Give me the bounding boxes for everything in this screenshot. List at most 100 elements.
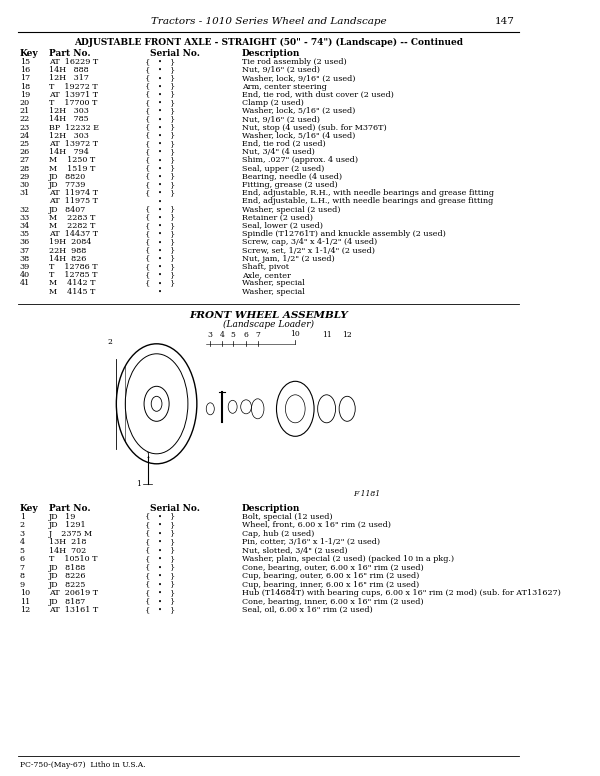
Text: •: • [158, 238, 162, 247]
Text: 25: 25 [20, 140, 30, 148]
Text: Seal, lower (2 used): Seal, lower (2 used) [242, 222, 323, 230]
Text: }: } [170, 556, 175, 563]
Text: }: } [170, 132, 175, 140]
Text: }: } [170, 148, 175, 156]
Text: {: { [145, 556, 151, 563]
Text: •: • [158, 606, 162, 615]
Text: •: • [158, 173, 162, 181]
Text: End, adjustable, L.H., with needle bearings and grease fitting: End, adjustable, L.H., with needle beari… [242, 197, 493, 206]
Text: }: } [170, 539, 175, 546]
Text: JD   8226: JD 8226 [49, 572, 87, 580]
Text: 12H   303: 12H 303 [49, 132, 89, 140]
Text: }: } [170, 107, 175, 115]
Text: {: { [145, 530, 151, 538]
Text: {: { [145, 580, 151, 589]
Text: }: } [170, 157, 175, 165]
Text: •: • [158, 263, 162, 271]
Text: 22: 22 [20, 116, 30, 123]
Text: 39: 39 [20, 263, 30, 271]
Text: 18: 18 [20, 82, 30, 91]
Text: M    2283 T: M 2283 T [49, 214, 95, 222]
Text: {: { [145, 58, 151, 66]
Text: {: { [145, 589, 151, 598]
Text: Tie rod assembly (2 used): Tie rod assembly (2 used) [242, 58, 346, 66]
Text: 33: 33 [20, 214, 30, 222]
Text: }: } [170, 606, 175, 615]
Text: ADJUSTABLE FRONT AXLE - STRAIGHT (50" - 74") (Landscape) -- Continued: ADJUSTABLE FRONT AXLE - STRAIGHT (50" - … [74, 37, 463, 47]
Text: 8: 8 [20, 572, 25, 580]
Text: M    1250 T: M 1250 T [49, 157, 95, 165]
Text: M    4142 T: M 4142 T [49, 279, 96, 287]
Text: 6: 6 [244, 331, 248, 339]
Text: }: } [170, 513, 175, 521]
Text: 12: 12 [343, 331, 352, 339]
Text: 10: 10 [290, 330, 300, 338]
Text: 19H  2084: 19H 2084 [49, 238, 92, 247]
Text: •: • [158, 279, 162, 287]
Text: •: • [158, 165, 162, 172]
Text: Seal, oil, 6.00 x 16" rim (2 used): Seal, oil, 6.00 x 16" rim (2 used) [242, 606, 373, 615]
Text: }: } [170, 91, 175, 99]
Text: 31: 31 [20, 189, 30, 197]
Text: }: } [170, 598, 175, 606]
Text: T    10510 T: T 10510 T [49, 556, 98, 563]
Text: T    17700 T: T 17700 T [49, 99, 98, 107]
Text: •: • [158, 181, 162, 189]
Text: {: { [145, 238, 151, 247]
Text: {: { [145, 181, 151, 189]
Text: Bolt, special (12 used): Bolt, special (12 used) [242, 513, 332, 521]
Text: 26: 26 [20, 148, 30, 156]
Text: {: { [145, 206, 151, 213]
Text: AT  20619 T: AT 20619 T [49, 589, 98, 598]
Text: }: } [170, 255, 175, 263]
Text: {: { [145, 247, 151, 255]
Text: }: } [170, 206, 175, 213]
Text: 36: 36 [20, 238, 30, 247]
Text: 13H  218: 13H 218 [49, 539, 86, 546]
Text: •: • [158, 123, 162, 132]
Text: 19: 19 [20, 91, 30, 99]
Text: Description: Description [242, 50, 300, 58]
Text: {: { [145, 279, 151, 287]
Text: •: • [158, 513, 162, 521]
Text: 147: 147 [494, 18, 515, 26]
Text: •: • [158, 99, 162, 107]
Text: Screw, cap, 3/4" x 4-1/2" (4 used): Screw, cap, 3/4" x 4-1/2" (4 used) [242, 238, 377, 247]
Text: Bearing, needle (4 used): Bearing, needle (4 used) [242, 173, 342, 181]
Text: Nut, 9/16" (2 used): Nut, 9/16" (2 used) [242, 116, 320, 123]
Text: T    12786 T: T 12786 T [49, 263, 98, 271]
Text: Key: Key [20, 504, 38, 513]
Text: JD   8225: JD 8225 [49, 580, 86, 589]
Text: Cap, hub (2 used): Cap, hub (2 used) [242, 530, 314, 538]
Text: }: } [170, 189, 175, 197]
Text: Nut, 3/4" (4 used): Nut, 3/4" (4 used) [242, 148, 314, 156]
Text: Part No.: Part No. [49, 504, 91, 513]
Text: 12H   303: 12H 303 [49, 107, 89, 115]
Text: Cup, bearing, inner, 6.00 x 16" rim (2 used): Cup, bearing, inner, 6.00 x 16" rim (2 u… [242, 580, 419, 589]
Text: Washer, plain, special (2 used) (packed 10 in a pkg.): Washer, plain, special (2 used) (packed … [242, 556, 454, 563]
Text: }: } [170, 222, 175, 230]
Text: Description: Description [242, 504, 300, 513]
Text: {: { [145, 547, 151, 555]
Text: Washer, special (2 used): Washer, special (2 used) [242, 206, 340, 213]
Text: 28: 28 [20, 165, 30, 172]
Text: {: { [145, 132, 151, 140]
Text: •: • [158, 222, 162, 230]
Text: Wheel, front, 6.00 x 16" rim (2 used): Wheel, front, 6.00 x 16" rim (2 used) [242, 521, 391, 529]
Text: }: } [170, 74, 175, 82]
Text: Key: Key [20, 50, 38, 58]
Text: {: { [145, 230, 151, 238]
Text: AT  13161 T: AT 13161 T [49, 606, 98, 615]
Text: •: • [158, 66, 162, 74]
Text: {: { [145, 74, 151, 82]
Text: M    1519 T: M 1519 T [49, 165, 95, 172]
Text: {: { [145, 521, 151, 529]
Text: {: { [145, 513, 151, 521]
Text: Washer, lock, 5/16" (4 used): Washer, lock, 5/16" (4 used) [242, 132, 355, 140]
Text: Axle, center: Axle, center [242, 271, 290, 279]
Text: Hub (T14684T) with bearing cups, 6.00 x 16" rim (2 mod) (sub. for AT131627): Hub (T14684T) with bearing cups, 6.00 x … [242, 589, 560, 598]
Text: •: • [158, 58, 162, 66]
Text: {: { [145, 263, 151, 271]
Text: }: } [170, 572, 175, 580]
Text: •: • [158, 521, 162, 529]
